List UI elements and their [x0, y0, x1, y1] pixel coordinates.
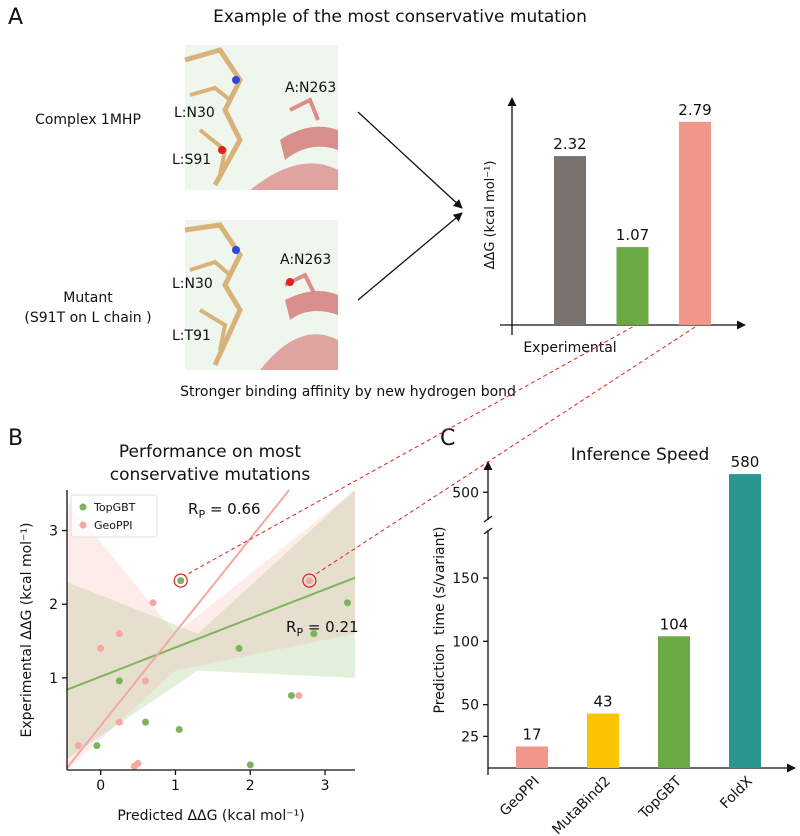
legend-marker: [79, 521, 87, 529]
value-label: 43: [593, 693, 612, 711]
x-tick-label: 3: [321, 778, 330, 794]
value-label: 104: [660, 615, 689, 633]
y-tick-label: 150: [452, 571, 479, 587]
point: [235, 644, 243, 652]
y-tick-label: 500: [452, 485, 479, 501]
x-tick-label: TopGBT: [636, 773, 686, 823]
x-tick-label: 0: [96, 778, 105, 794]
fit-line: [66, 576, 356, 691]
correlation-value: = 0.66: [205, 500, 261, 518]
bar: [554, 156, 586, 325]
value-label: 2.79: [678, 101, 711, 119]
x-axis-label: Experimental: [523, 340, 616, 356]
structure-image: [184, 220, 338, 370]
point: [287, 692, 295, 700]
confidence-band: [67, 490, 355, 759]
bar: [516, 746, 548, 768]
x-tick-label: FoldX: [717, 773, 756, 812]
point: [115, 718, 123, 726]
point: [175, 725, 183, 733]
x-tick-label: GeoPPI: [497, 774, 543, 820]
residue-label: L:T91: [172, 328, 211, 344]
panel-letter: A: [8, 5, 23, 30]
point: [115, 677, 123, 685]
residue-label: A:N263: [285, 80, 336, 96]
y-tick-label: 100: [452, 634, 479, 650]
chart-title: Inference Speed: [571, 445, 710, 465]
chart-title: Performance on most: [119, 442, 302, 462]
connector: [313, 326, 696, 577]
bar: [587, 713, 619, 768]
connector: [184, 326, 633, 577]
highlight-ring: [302, 573, 317, 588]
arrow: [357, 212, 463, 301]
point: [142, 677, 150, 685]
bar: [729, 474, 761, 768]
legend-label: TopGBT: [93, 501, 136, 514]
structure-image: [184, 45, 338, 190]
y-tick-label: 1: [49, 671, 58, 687]
bar: [658, 636, 690, 768]
row-label: Complex 1MHP: [35, 112, 141, 128]
correlation-subscript: P: [198, 508, 205, 521]
correlation-subscript: P: [296, 626, 303, 639]
y-axis-label: Prediction time (s/variant): [432, 527, 448, 714]
x-tick-label: 2: [246, 778, 255, 794]
y-tick-label: 3: [49, 524, 58, 540]
row-label: (S91T on L chain ): [24, 310, 151, 326]
panel-letter: B: [8, 426, 23, 451]
point: [344, 599, 352, 607]
correlation-label: RP = 0.21: [286, 618, 359, 639]
correlation-label: RP = 0.66: [188, 500, 261, 521]
x-axis-label: Predicted ΔΔG (kcal mol⁻¹): [117, 808, 304, 824]
x-tick-label: 1: [171, 778, 180, 794]
correlation-symbol: R: [188, 500, 198, 518]
residue-label: L:N30: [174, 105, 215, 121]
value-label: 1.07: [616, 226, 649, 244]
y-tick-label: 2: [49, 597, 58, 613]
bar: [616, 247, 649, 325]
point: [142, 718, 150, 726]
fit-line: [66, 489, 290, 769]
point: [130, 762, 138, 770]
point: [246, 761, 254, 769]
correlation-value: = 0.21: [303, 618, 359, 636]
point: [74, 742, 82, 750]
confidence-band: [67, 490, 355, 770]
caption: Stronger binding affinity by new hydroge…: [180, 384, 516, 400]
y-axis-label: ΔΔG (kcal mol⁻¹): [483, 161, 498, 270]
point: [149, 599, 157, 607]
highlight-ring: [173, 573, 188, 588]
y-tick-label: 50: [461, 698, 479, 714]
point: [97, 644, 105, 652]
point: [177, 577, 185, 585]
residue-label: A:N263: [280, 252, 331, 268]
bar: [679, 121, 711, 325]
axis-break: [483, 527, 493, 535]
point: [295, 692, 303, 700]
point: [310, 630, 318, 638]
legend-marker: [79, 503, 87, 511]
x-tick-label: MutaBind2: [549, 774, 613, 836]
panel-letter: C: [440, 426, 455, 451]
value-label: 2.32: [553, 135, 586, 153]
correlation-symbol: R: [286, 618, 296, 636]
chart-title: conservative mutations: [110, 465, 311, 485]
point: [115, 630, 123, 638]
residue-label: L:S91: [172, 152, 211, 168]
row-label: Mutant: [63, 290, 113, 306]
axis-break: [483, 515, 493, 523]
value-label: 17: [522, 725, 541, 743]
point: [305, 577, 313, 585]
legend-label: GeoPPI: [94, 519, 133, 532]
y-tick-label: 25: [461, 729, 479, 745]
arrow: [357, 111, 463, 209]
legend-box: [70, 494, 158, 538]
panel-title: Example of the most conservative mutatio…: [213, 7, 587, 27]
residue-label: L:N30: [172, 276, 213, 292]
point: [93, 742, 101, 750]
value-label: 580: [731, 453, 760, 471]
y-axis-label: Experimental ΔΔG (kcal mol⁻¹): [19, 522, 35, 737]
